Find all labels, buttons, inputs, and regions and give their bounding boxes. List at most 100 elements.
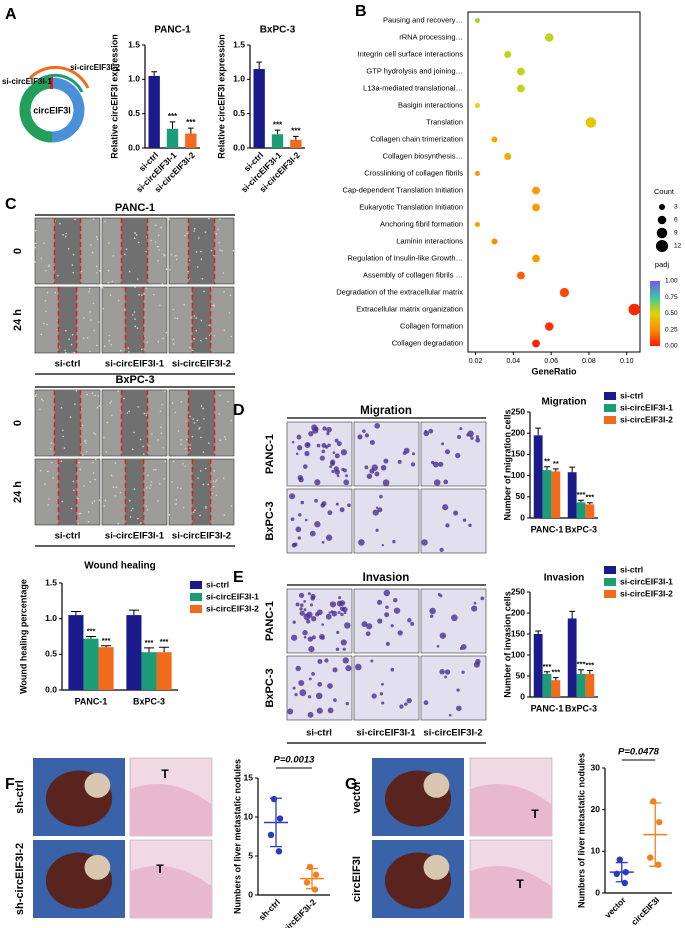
photo-cell — [364, 433, 370, 438]
x-tick-label: 0.08 — [582, 358, 596, 365]
row-label: vector — [351, 780, 363, 814]
photo-texture — [163, 253, 165, 256]
photo-texture — [85, 442, 87, 444]
error-bar — [70, 611, 81, 616]
x-tick-label: 0.10 — [620, 358, 634, 365]
photo-cell — [475, 437, 481, 443]
photo-texture — [106, 421, 109, 424]
photo-texture — [103, 505, 106, 507]
photo-texture — [157, 500, 159, 502]
photo-texture — [229, 294, 232, 297]
photo-texture — [202, 483, 205, 486]
error-bar — [159, 646, 170, 653]
diagram-center-label: circEIF3I — [33, 105, 71, 115]
significance-label: ** — [544, 457, 550, 466]
diagram-label: si-circEIF3I-1 — [2, 77, 52, 86]
y-tick-label: 1.0 — [45, 613, 57, 623]
photo-texture — [136, 327, 139, 329]
photo-texture — [202, 451, 205, 453]
bar — [68, 615, 84, 690]
photo-texture — [182, 462, 184, 465]
y-tick-label: 1.5 — [233, 39, 245, 49]
y-axis-label: Number of migration cells — [502, 409, 512, 520]
photo-texture — [230, 505, 233, 507]
si-arc-2 — [28, 65, 90, 89]
photo-cell — [366, 473, 373, 479]
photo-texture — [175, 258, 178, 261]
photo-texture — [129, 516, 132, 518]
photo-texture — [176, 487, 179, 489]
photo-gap — [121, 390, 148, 456]
legend-size — [656, 227, 668, 239]
photo-texture — [83, 317, 85, 319]
photo-cell — [319, 455, 325, 461]
photo-texture — [70, 507, 73, 510]
dot — [491, 238, 498, 245]
photo-texture — [34, 261, 36, 263]
photo-texture — [99, 270, 101, 272]
photo-cell — [304, 518, 308, 522]
photo-texture — [94, 394, 96, 397]
photo-texture — [98, 499, 101, 501]
photo-texture — [149, 487, 151, 489]
legend-label: 9 — [674, 230, 678, 237]
photo-texture — [194, 509, 196, 511]
photo-texture — [112, 486, 115, 488]
photo-texture — [97, 395, 100, 397]
dot — [532, 186, 540, 195]
photo-texture — [193, 315, 196, 317]
photo-texture — [119, 349, 122, 352]
legend-size — [655, 239, 669, 253]
term-label: Pausing and recovery… — [383, 15, 463, 24]
photo-texture — [64, 235, 67, 238]
photo-texture — [108, 340, 110, 342]
photo-texture — [146, 509, 149, 511]
legend-label: si-circEIF3I-2 — [206, 603, 259, 613]
photo-cell — [429, 607, 436, 615]
photo-cell — [333, 698, 337, 702]
legend-title: padj — [655, 260, 670, 269]
photo-cell — [329, 601, 337, 608]
photo-texture — [43, 242, 45, 244]
photo-texture — [222, 272, 225, 274]
photo-cell — [339, 606, 345, 612]
photo-texture — [222, 477, 225, 479]
colorbar-label: 0.25 — [665, 326, 678, 333]
photo-texture — [161, 337, 164, 340]
photo-cell — [345, 474, 349, 478]
photo-texture — [69, 416, 72, 418]
photo-texture — [172, 308, 175, 311]
photo-texture — [186, 438, 188, 441]
photo-texture — [67, 248, 70, 250]
photo-cell — [364, 465, 369, 470]
error-bar — [535, 427, 542, 436]
photo-texture — [88, 287, 91, 290]
photo-cell — [436, 644, 440, 648]
photo-cell — [374, 423, 380, 429]
photo-texture — [157, 259, 159, 262]
data-point — [616, 856, 623, 863]
photo-texture — [215, 233, 218, 235]
y-tick-label: 0.5 — [233, 108, 245, 118]
photo-cell — [292, 620, 296, 624]
photo-texture — [154, 241, 157, 243]
photo-texture — [137, 517, 139, 520]
photo-cell — [442, 504, 449, 511]
photo-cell — [291, 634, 298, 641]
photo-cell — [385, 641, 390, 646]
photo-texture — [131, 448, 134, 451]
photo-cell — [321, 501, 327, 507]
photo-cell — [302, 464, 308, 469]
y-tick-label: 1.5 — [45, 577, 57, 587]
photo-cell — [444, 675, 448, 679]
photo-cell — [308, 677, 312, 681]
photo-cell — [289, 493, 296, 500]
colorbar-label: 0.50 — [665, 310, 678, 317]
photo-texture — [169, 268, 171, 271]
photo-cell — [307, 592, 311, 596]
photo-texture — [114, 495, 117, 497]
data-point — [275, 848, 283, 855]
photo-texture — [85, 450, 88, 453]
photo-texture — [98, 405, 101, 407]
photo-cell — [379, 692, 384, 696]
